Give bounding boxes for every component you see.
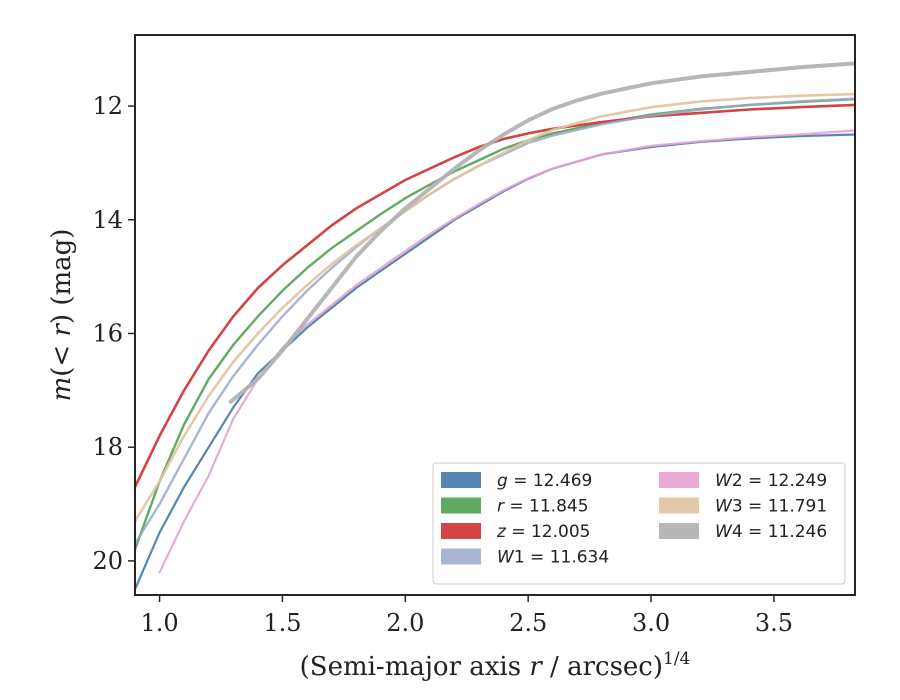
- legend-swatch: [659, 523, 699, 539]
- legend-label: W4 = 11.246: [715, 522, 827, 542]
- y-tick-label: 12: [92, 92, 123, 120]
- legend-label: W2 = 12.249: [715, 471, 827, 491]
- legend-label: W1 = 11.634: [497, 548, 609, 568]
- plot-frame: [134, 34, 856, 596]
- legend-label: z = 12.005: [496, 522, 590, 542]
- x-tick-label: 3.0: [632, 609, 670, 637]
- y-tick-label: 20: [92, 547, 123, 575]
- legend-label: W3 = 11.791: [715, 497, 827, 517]
- legend-swatch: [441, 472, 481, 488]
- legend-swatch: [659, 472, 699, 488]
- series-line-5: [158, 129, 855, 574]
- legend-swatch: [441, 548, 481, 565]
- x-tick-label: 3.5: [755, 609, 793, 637]
- series-line-7: [228, 61, 855, 404]
- legend-swatch: [659, 497, 699, 514]
- y-tick-label: 16: [92, 319, 123, 347]
- series-line-6: [135, 92, 855, 523]
- x-axis-label: (Semi-major axis r / arcsec)1/4: [300, 649, 691, 682]
- legend-label: r = 11.845: [497, 497, 589, 517]
- ticks-layer: 1.0 1.5 2.0 2.5 3.0 3.5 12 14 16 18 20: [92, 92, 793, 637]
- x-tick-label: 1.5: [263, 609, 301, 637]
- x-tick-label: 2.5: [509, 609, 547, 637]
- x-tick-label: 1.0: [140, 609, 178, 637]
- legend-swatch: [441, 523, 481, 539]
- legend-box: [432, 462, 846, 585]
- y-tick-label: 18: [92, 433, 123, 461]
- y-tick-label: 14: [92, 206, 123, 234]
- series-layer: [135, 61, 855, 591]
- legend: g = 12.469 r = 11.845 z = 12.005 W1 = 11.63…: [432, 462, 846, 585]
- y-axis-label: m(< r) (mag): [47, 229, 77, 402]
- x-tick-label: 2.0: [386, 609, 424, 637]
- legend-label: g = 12.469: [497, 471, 592, 491]
- legend-swatch: [441, 497, 481, 514]
